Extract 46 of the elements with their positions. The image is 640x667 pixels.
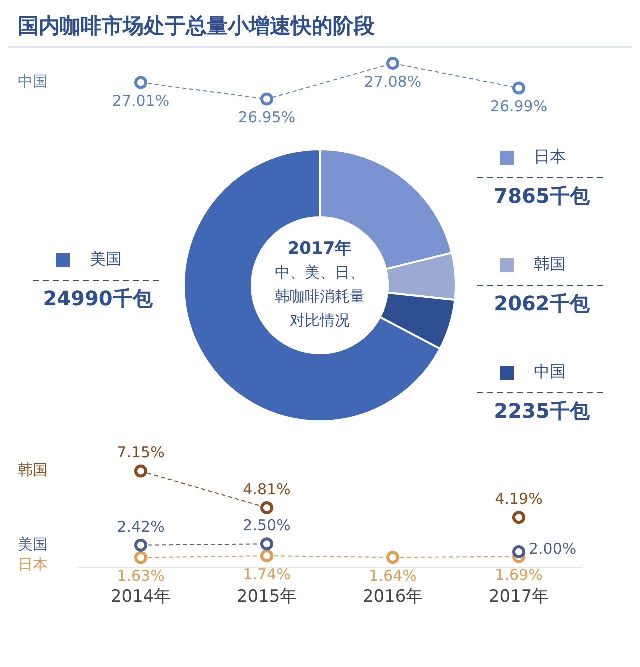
- data-label: 1.74%: [243, 565, 291, 584]
- text: 美国: [18, 535, 48, 554]
- data-label: 1.69%: [495, 566, 543, 584]
- point: [134, 464, 148, 478]
- data-label: 2.42%: [117, 518, 165, 536]
- point: [134, 551, 148, 564]
- point: [512, 545, 526, 558]
- x-tick-label: 2015年: [236, 587, 298, 608]
- data-label: 24990千包: [43, 286, 154, 311]
- point: [134, 76, 148, 90]
- data-label: 27.01%: [112, 92, 170, 110]
- data-label: 1.64%: [369, 566, 417, 585]
- text: 韩国: [18, 461, 48, 480]
- point: [512, 511, 526, 524]
- point: [260, 92, 274, 106]
- point: [260, 538, 274, 551]
- data-label: 2.50%: [243, 516, 291, 535]
- text: 中国: [18, 72, 48, 91]
- chart-title: 国内咖啡市场处于总量小增速快的阶段: [8, 8, 632, 48]
- text: 日本: [18, 555, 48, 574]
- legend-label: 日本: [534, 147, 566, 166]
- data-label: 1.63%: [117, 567, 165, 586]
- point: [260, 501, 274, 514]
- data-label: 7.15%: [117, 444, 165, 462]
- point: [386, 551, 400, 564]
- x-tick-label: 2016年: [362, 587, 424, 608]
- point: [512, 82, 526, 95]
- legend-label: 韩国: [534, 254, 566, 274]
- point: [134, 538, 148, 552]
- x-tick-label: 2014年: [110, 587, 172, 608]
- data-label: 4.81%: [243, 480, 291, 498]
- data-label: 4.19%: [495, 490, 543, 508]
- legend-label: 中国: [534, 362, 566, 382]
- text: 2017年: [288, 238, 352, 259]
- data-label: 2062千包: [494, 292, 591, 316]
- legend-label: 美国: [90, 250, 122, 269]
- data-label: 2235千包: [494, 399, 591, 424]
- data-label: 2.00%: [529, 540, 577, 558]
- data-label: 26.95%: [238, 108, 296, 127]
- data-label: 27.08%: [364, 72, 422, 91]
- point: [386, 57, 400, 70]
- text: 中、美、日、韩咖啡消耗量对比情况: [275, 263, 365, 330]
- data-label: 7865千包: [494, 184, 591, 208]
- data-label: 26.99%: [490, 98, 548, 116]
- point: [260, 550, 274, 563]
- x-tick-label: 2017年: [488, 587, 550, 608]
